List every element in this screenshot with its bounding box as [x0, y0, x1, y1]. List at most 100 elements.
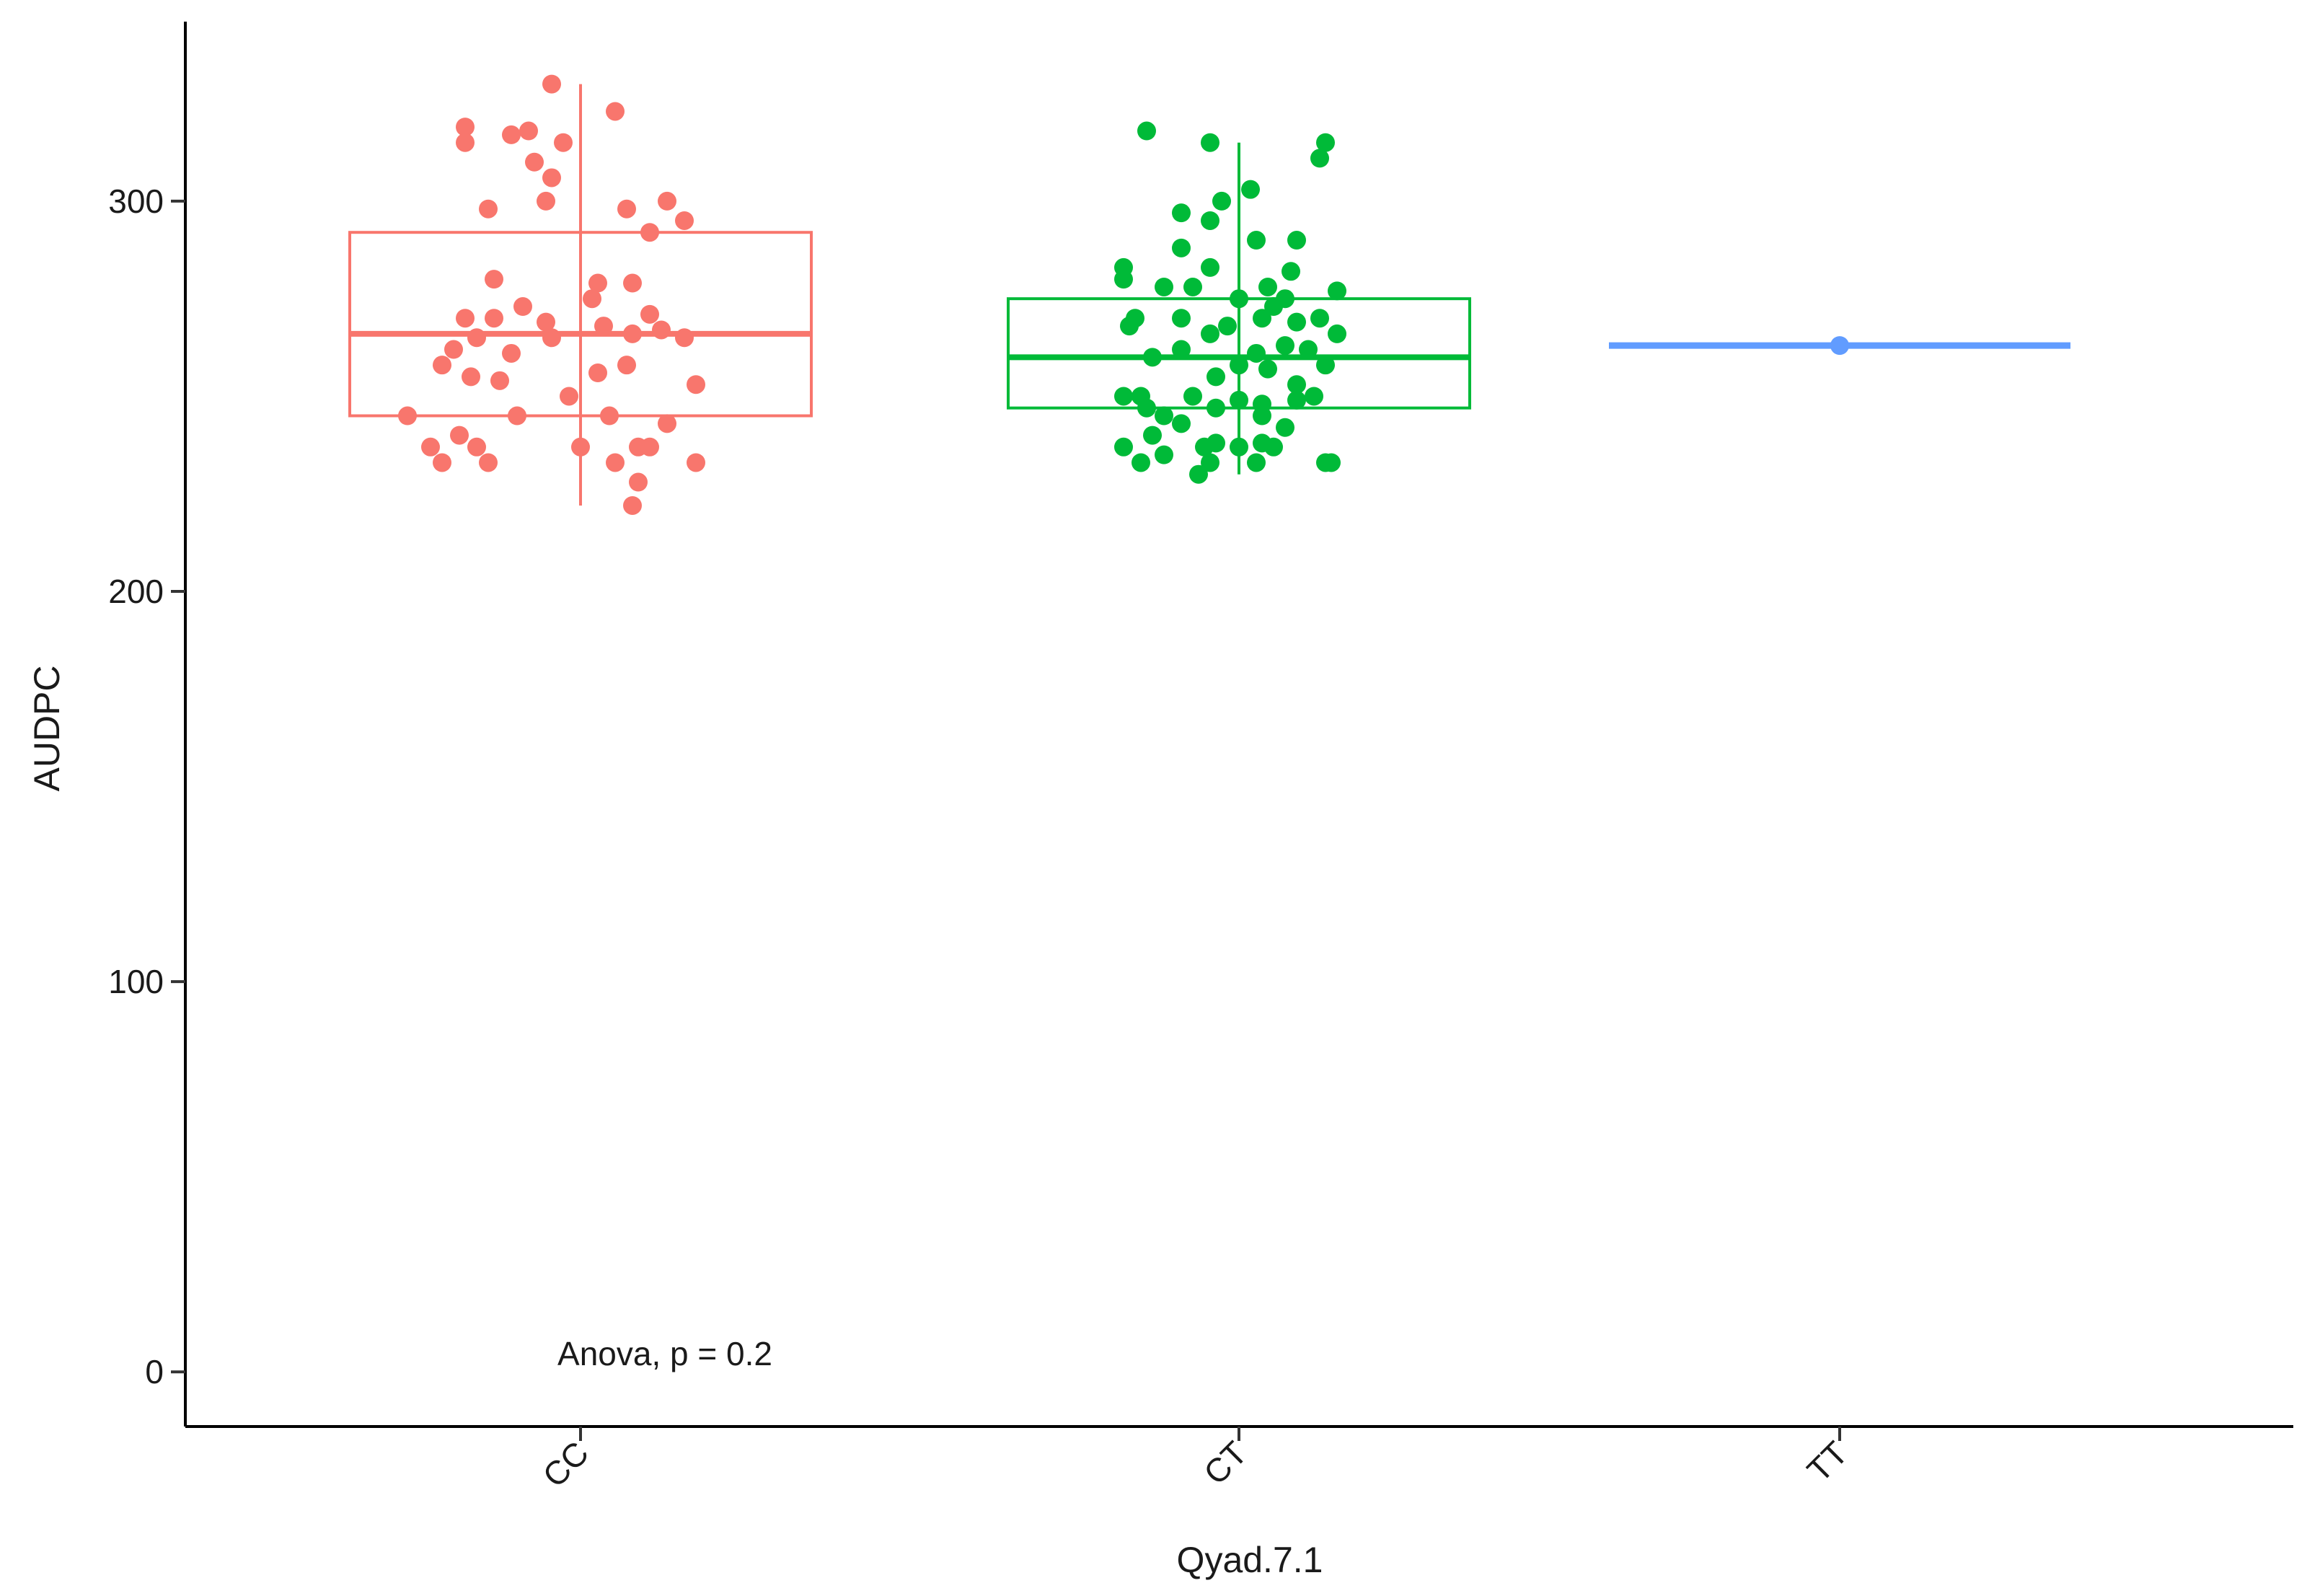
- data-point: [1287, 231, 1306, 250]
- x-tick-label: TT: [1800, 1434, 1856, 1489]
- y-tick-label: 300: [108, 182, 164, 220]
- data-point: [1328, 281, 1346, 301]
- data-point: [640, 437, 659, 457]
- data-point: [1230, 390, 1248, 410]
- data-point: [1218, 317, 1237, 336]
- data-point: [1183, 277, 1202, 296]
- x-tick-label: CT: [1196, 1434, 1254, 1491]
- data-point: [1241, 180, 1260, 199]
- data-point: [1120, 317, 1139, 336]
- data-point: [1132, 453, 1150, 472]
- data-point: [1287, 390, 1306, 410]
- data-point: [519, 121, 538, 141]
- data-point: [560, 387, 578, 406]
- data-point: [658, 414, 676, 433]
- data-point: [588, 273, 607, 293]
- data-point: [1316, 356, 1335, 375]
- data-point: [542, 168, 561, 188]
- data-point: [1172, 414, 1191, 433]
- data-point: [537, 312, 555, 332]
- data-point: [1247, 453, 1266, 472]
- data-point: [456, 118, 475, 137]
- axes: 0 100 200 300 CC CT TT: [108, 22, 2293, 1494]
- data-point: [1310, 309, 1329, 328]
- data-point: [1172, 340, 1191, 359]
- data-point: [1253, 309, 1271, 328]
- data-point: [1183, 387, 1202, 406]
- data-point: [537, 191, 555, 211]
- y-tick-label: 200: [108, 573, 164, 610]
- data-point: [1264, 297, 1283, 317]
- data-point: [502, 125, 521, 144]
- data-point: [687, 375, 705, 394]
- data-point: [1155, 277, 1173, 296]
- data-point: [462, 367, 480, 387]
- data-point: [1201, 453, 1219, 472]
- data-point: [467, 437, 486, 457]
- data-point: [658, 191, 676, 211]
- data-point: [542, 328, 561, 348]
- data-point: [450, 426, 469, 445]
- data-point: [433, 356, 451, 375]
- data-point: [479, 199, 498, 219]
- data-point: [456, 133, 475, 152]
- data-point: [1258, 359, 1277, 379]
- data-point: [467, 328, 486, 348]
- data-point: [1114, 437, 1133, 457]
- data-point: [1201, 324, 1219, 343]
- data-point: [554, 133, 573, 152]
- data-point: [1155, 406, 1173, 426]
- data-point: [1137, 121, 1156, 141]
- box-cc: [348, 84, 813, 506]
- data-point: [1258, 277, 1277, 296]
- data-point: [398, 406, 417, 426]
- data-point: [1172, 309, 1191, 328]
- data-point: [623, 273, 642, 293]
- data-point: [1230, 289, 1248, 309]
- data-point: [1172, 203, 1191, 223]
- data-point: [606, 453, 625, 472]
- data-point: [571, 437, 590, 457]
- data-point: [1276, 418, 1294, 437]
- data-point: [1282, 262, 1300, 281]
- data-point: [1201, 211, 1219, 230]
- y-tick-label: 100: [108, 963, 164, 1000]
- data-point: [629, 472, 648, 492]
- data-point: [490, 371, 509, 390]
- data-point: [1189, 464, 1208, 484]
- data-point: [1207, 398, 1225, 418]
- data-point: [456, 309, 475, 328]
- data-point: [444, 340, 463, 359]
- data-point: [1253, 406, 1271, 426]
- data-point: [1322, 453, 1341, 472]
- box-ct: [1007, 142, 1471, 475]
- anova-annotation: Anova, p = 0.2: [557, 1335, 772, 1372]
- data-point: [1247, 231, 1266, 250]
- data-point: [1172, 238, 1191, 257]
- data-point: [479, 453, 498, 472]
- data-point: [1247, 343, 1266, 363]
- data-point: [421, 437, 440, 457]
- data-point: [652, 320, 671, 340]
- data-point: [1287, 375, 1306, 394]
- data-point: [513, 297, 532, 317]
- y-axis-title: AUDPC: [27, 665, 67, 791]
- data-point: [1207, 367, 1225, 387]
- data-point: [1253, 433, 1271, 453]
- data-point: [1305, 387, 1323, 406]
- data-point: [640, 304, 659, 324]
- data-point: [502, 343, 521, 363]
- data-point: [542, 74, 561, 94]
- data-point: [583, 289, 601, 309]
- data-point: [1201, 257, 1219, 277]
- data-point: [1114, 387, 1133, 406]
- data-point: [588, 363, 607, 382]
- y-tick-label: 0: [145, 1353, 164, 1390]
- data-point: [1137, 398, 1156, 418]
- data-point: [617, 356, 636, 375]
- data-point: [1310, 149, 1329, 168]
- data-point: [508, 406, 526, 426]
- data-point: [1299, 340, 1318, 359]
- data-point: [1212, 191, 1231, 211]
